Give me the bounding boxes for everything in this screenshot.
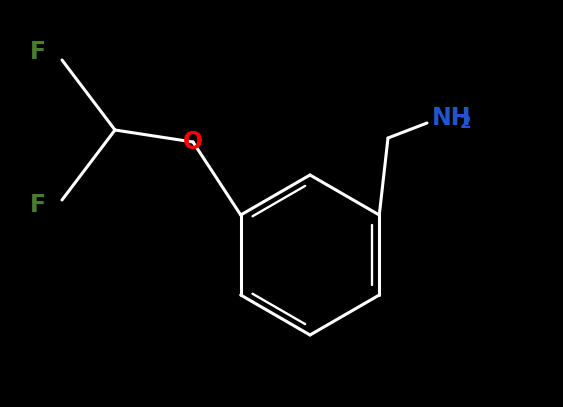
Text: F: F <box>30 40 46 64</box>
Text: O: O <box>183 130 203 154</box>
Text: F: F <box>30 193 46 217</box>
Text: NH: NH <box>432 106 471 130</box>
Text: 2: 2 <box>460 114 472 132</box>
